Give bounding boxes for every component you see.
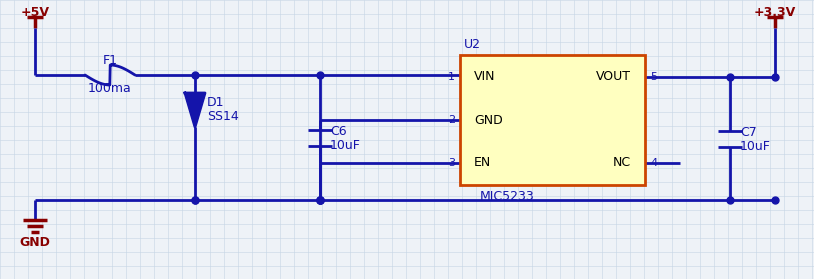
Text: VOUT: VOUT — [596, 71, 631, 83]
Text: GND: GND — [20, 235, 50, 249]
Text: 1: 1 — [448, 72, 455, 82]
Text: 100ma: 100ma — [88, 83, 132, 95]
Text: D1: D1 — [207, 97, 225, 109]
Text: VIN: VIN — [474, 71, 496, 83]
Text: +5V: +5V — [20, 6, 50, 18]
Text: F1: F1 — [103, 54, 117, 68]
Text: 2: 2 — [448, 115, 455, 125]
Text: C6: C6 — [330, 125, 347, 138]
Polygon shape — [185, 93, 205, 127]
Text: +3.3V: +3.3V — [754, 6, 796, 18]
Text: 10uF: 10uF — [740, 140, 771, 153]
Text: U2: U2 — [464, 39, 481, 52]
Text: 10uF: 10uF — [330, 139, 361, 152]
Text: 5: 5 — [650, 72, 657, 82]
Text: SS14: SS14 — [207, 110, 239, 124]
Text: EN: EN — [474, 157, 492, 170]
Text: 3: 3 — [448, 158, 455, 168]
Text: GND: GND — [474, 114, 503, 126]
Text: C7: C7 — [740, 126, 757, 139]
Text: 4: 4 — [650, 158, 657, 168]
Text: MIC5233: MIC5233 — [480, 191, 535, 203]
Bar — [460, 55, 645, 185]
Text: NC: NC — [613, 157, 631, 170]
